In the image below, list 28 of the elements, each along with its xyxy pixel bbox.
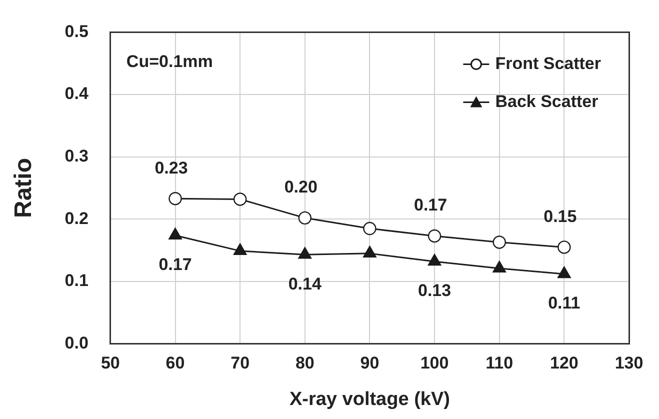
data-label: 0.17 <box>158 255 192 274</box>
y-tick-label: 0.0 <box>64 333 88 352</box>
data-label: 0.11 <box>548 294 580 313</box>
x-tick-label: 90 <box>360 354 380 373</box>
y-tick-label: 0.5 <box>64 22 88 41</box>
annotation: Cu=0.1mm <box>126 52 213 71</box>
x-tick-label: 110 <box>486 354 514 373</box>
x-tick-label: 70 <box>230 354 250 373</box>
y-tick-label: 0.2 <box>64 208 88 228</box>
x-tick-label: 130 <box>614 354 644 373</box>
y-tick-label: 0.4 <box>64 84 89 104</box>
y-tick-label: 0.1 <box>64 271 88 290</box>
y-axis-title: Ratio <box>10 158 38 218</box>
legend-label: Front Scatter <box>495 54 602 73</box>
x-tick-label: 100 <box>420 354 449 373</box>
x-tick-label: 60 <box>166 354 185 373</box>
data-label: 0.20 <box>284 178 318 197</box>
x-axis-title: X-ray voltage (kV) <box>289 388 450 410</box>
x-tick-label: 50 <box>100 354 120 373</box>
y-tick-label: 0.3 <box>64 146 88 166</box>
x-tick-label: 120 <box>550 354 578 373</box>
legend-label: Back Scatter <box>495 92 599 111</box>
data-label: 0.23 <box>154 158 188 178</box>
x-tick-label: 80 <box>295 354 314 373</box>
data-label: 0.13 <box>418 281 452 300</box>
data-label: 0.14 <box>288 274 322 294</box>
data-label: 0.17 <box>414 196 448 215</box>
data-label: 0.15 <box>544 206 577 226</box>
